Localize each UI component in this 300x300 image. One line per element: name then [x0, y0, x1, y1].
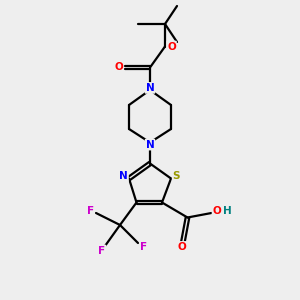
Text: N: N [146, 83, 154, 93]
Text: N: N [146, 140, 154, 150]
Text: N: N [119, 171, 128, 182]
Text: F: F [98, 245, 106, 256]
Text: O: O [177, 242, 186, 252]
Text: F: F [140, 242, 147, 252]
Text: O: O [114, 62, 123, 73]
Text: O: O [167, 41, 176, 52]
Text: F: F [87, 206, 94, 216]
Text: H: H [223, 206, 232, 217]
Text: S: S [173, 171, 180, 182]
Text: O: O [212, 206, 221, 217]
